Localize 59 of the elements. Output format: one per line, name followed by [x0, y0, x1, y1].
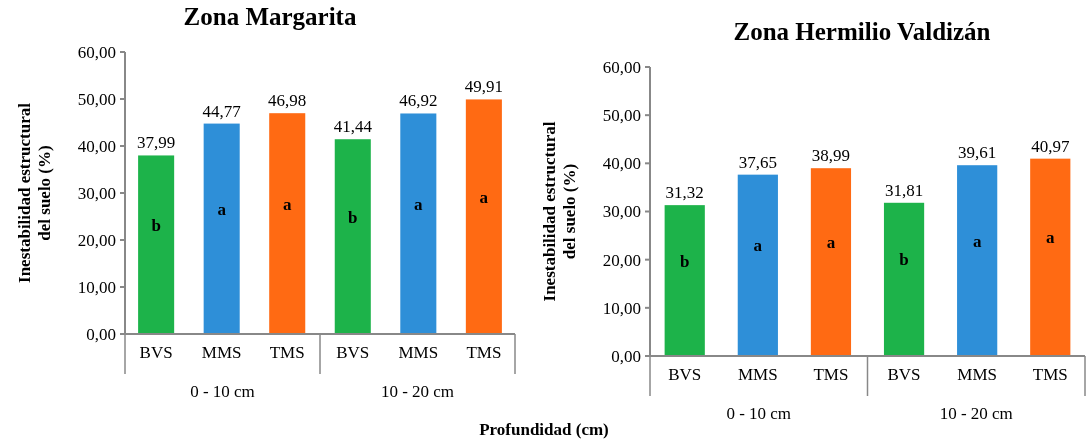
x-tick-label: MMS — [201, 343, 242, 362]
annotation: a — [972, 231, 982, 251]
data-label: 37,99 — [137, 133, 176, 153]
x-axis-title: Profundidad (cm) — [479, 420, 609, 439]
text: 10 - 20 cm — [939, 404, 1013, 423]
data-label: 38,99 — [811, 146, 851, 166]
y-axis-title: Inestabilidad estructural del suelo (%) — [540, 121, 579, 302]
data-label: 49,91 — [464, 77, 503, 97]
y-tick-label: 30,00 — [77, 183, 116, 203]
data-label: 31,32 — [665, 183, 704, 203]
annotation: b — [348, 207, 358, 227]
x-tick-label: BVS — [887, 365, 921, 384]
data-label: 31,81 — [884, 180, 924, 200]
y-tick-label: 40,00 — [602, 154, 641, 174]
x-tick-label: MMS — [957, 365, 998, 384]
data-label: 37,65 — [738, 152, 777, 172]
y-axis-title: Inestabilidad estructural del suelo (%) — [15, 102, 54, 283]
data-label: 41,44 — [333, 117, 373, 137]
y-tick-label: 50,00 — [77, 89, 116, 109]
text: 0 - 10 cm — [726, 404, 792, 423]
data-label: 40,97 — [1031, 136, 1070, 156]
x-tick-label: TMS — [1032, 365, 1068, 384]
data-label: 39,61 — [958, 143, 997, 163]
y-tick-label: 20,00 — [77, 230, 116, 250]
annotation: b — [679, 251, 690, 271]
annotation: a — [282, 194, 292, 214]
x-tick-label: TMS — [466, 343, 502, 362]
text: 10 - 20 cm — [380, 382, 455, 401]
annotation: b — [151, 215, 161, 235]
y-tick-label: 20,00 — [602, 250, 641, 270]
annotation: a — [217, 199, 227, 219]
chart-title: Zona Margarita — [183, 3, 357, 30]
y-tick-label: 0,00 — [611, 346, 641, 366]
x-tick-label: TMS — [813, 365, 849, 384]
y-tick-label: 60,00 — [602, 57, 641, 77]
data-label: 46,92 — [399, 91, 438, 111]
annotation: a — [826, 233, 836, 253]
y-tick-label: 40,00 — [77, 136, 116, 156]
annotation: a — [1046, 228, 1056, 248]
annotation: a — [753, 236, 763, 256]
x-tick-label: BVS — [139, 343, 173, 362]
y-tick-label: 10,00 — [77, 277, 116, 297]
y-tick-label: 10,00 — [602, 298, 641, 318]
x-tick-label: MMS — [737, 365, 778, 384]
data-label: 44,77 — [202, 101, 242, 121]
text: 0 - 10 cm — [190, 382, 255, 401]
annotation: b — [899, 250, 909, 270]
y-tick-label: 60,00 — [77, 42, 116, 62]
data-label: 46,98 — [268, 91, 307, 111]
annotation: a — [414, 194, 424, 214]
y-tick-label: 50,00 — [602, 106, 641, 126]
annotation: a — [479, 187, 489, 207]
x-tick-label: BVS — [336, 343, 370, 362]
y-tick-label: 30,00 — [602, 202, 641, 222]
x-tick-label: TMS — [269, 343, 305, 362]
y-tick-label: 0,00 — [86, 324, 116, 344]
x-tick-label: BVS — [668, 365, 702, 384]
x-tick-label: MMS — [398, 343, 439, 362]
chart-title: Zona Hermilio Valdizán — [733, 18, 991, 45]
